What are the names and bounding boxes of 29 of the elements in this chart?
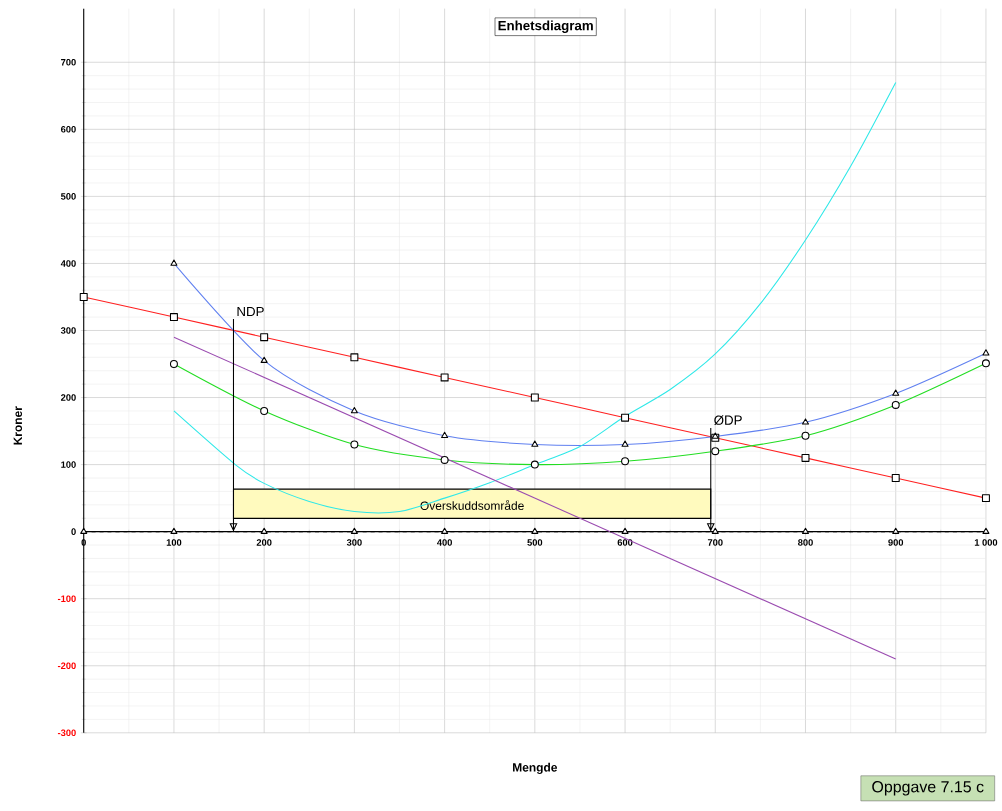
ref-line-label: ØDP — [714, 415, 742, 425]
y-tick-label: 300 — [60, 327, 76, 334]
band-label: Overskuddsområde — [420, 500, 524, 510]
y-tick-label: 600 — [61, 125, 76, 133]
y-tick-label: 100 — [61, 461, 76, 468]
text: Enhetsdiagram — [498, 20, 593, 33]
x-tick-label: 600 — [617, 539, 633, 546]
x-tick-label: 300 — [346, 539, 362, 546]
ref-line-label: NDP — [237, 306, 264, 317]
x-tick-label: 900 — [888, 539, 904, 546]
x-tick-label: 500 — [527, 539, 543, 546]
y-tick-label: 500 — [60, 193, 76, 200]
text: Oppgave 7.15 c — [872, 781, 984, 796]
y-axis-title: Kroner — [13, 406, 23, 445]
x-tick-label: 1 000 — [974, 539, 998, 546]
x-tick-label: 700 — [707, 539, 723, 546]
x-tick-label: 100 — [166, 539, 182, 546]
x-tick-label: 200 — [256, 539, 272, 546]
y-tick-label: 0 — [71, 528, 76, 535]
x-axis-title: Mengde — [513, 762, 558, 774]
x-tick-label: 400 — [436, 539, 452, 546]
y-tick-label: -100 — [57, 595, 76, 602]
y-tick-label: 200 — [60, 394, 76, 401]
x-tick-label: 800 — [798, 539, 813, 546]
y-tick-label: -300 — [57, 729, 76, 737]
y-tick-label: -200 — [57, 662, 76, 669]
y-tick-label: 400 — [60, 260, 76, 267]
y-tick-label: 700 — [61, 58, 76, 66]
x-tick-label: 0 — [81, 539, 86, 546]
